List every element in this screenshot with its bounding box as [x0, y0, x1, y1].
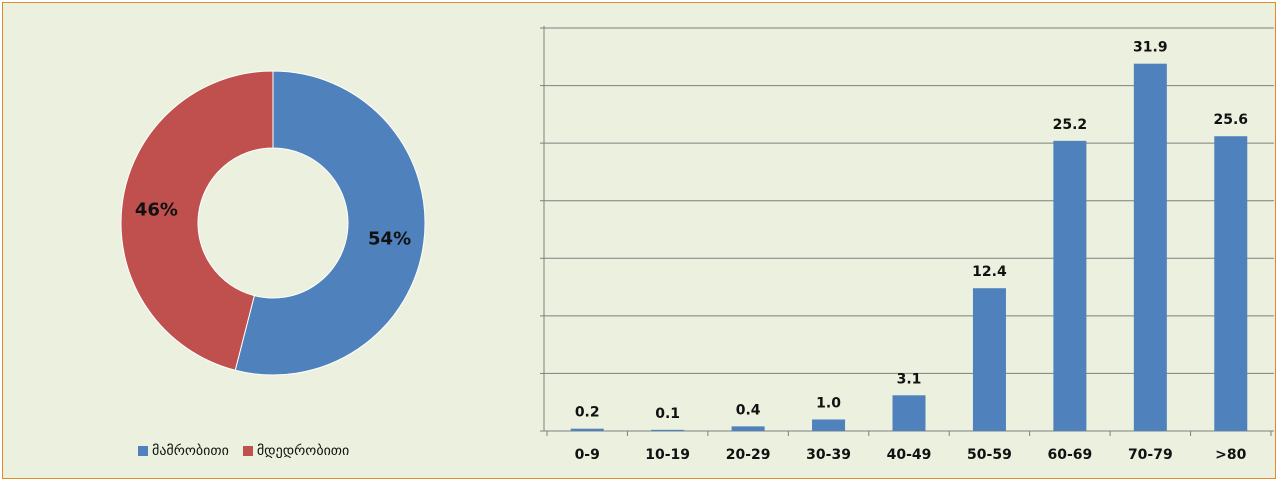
donut-slice-label-1: 46% [135, 199, 178, 220]
bar-chart: 0.2 0-9 0.1 10-19 0.4 20-29 1.0 30-39 3.1 40-49 12… [540, 26, 1274, 463]
x-tick-label: 20-29 [726, 447, 771, 463]
legend-swatch-female [242, 446, 253, 456]
x-tick-label: 30-39 [806, 447, 851, 463]
bar-50-59 [972, 288, 1006, 431]
bar-data-label: 0.2 [575, 405, 600, 421]
legend-item-female: მდედრობითი [242, 443, 350, 459]
legend-item-male: მამრობითი [138, 443, 229, 459]
donut-chart: 54% 46% [120, 70, 426, 376]
bar-data-label: 31.9 [1133, 40, 1168, 56]
donut-slice-label-0: 54% [368, 229, 411, 250]
x-tick-label: 60-69 [1047, 447, 1092, 463]
x-tick-label: 50-59 [967, 447, 1012, 463]
bar-data-label: 1.0 [816, 395, 841, 411]
x-tick-label: >80 [1215, 447, 1246, 463]
donut-legend: მამრობითი მდედრობითი [138, 443, 349, 459]
bar-data-label: 0.4 [736, 402, 761, 418]
x-tick-label: 10-19 [645, 447, 690, 463]
x-tick-label: 0-9 [575, 447, 600, 463]
bar-data-label: 3.1 [897, 371, 922, 387]
bar-data-label: 12.4 [972, 264, 1007, 280]
donut-chart-panel: 54% 46% მამრობითი მდედრობითი [2, 2, 539, 479]
x-tick-label: 40-49 [887, 447, 932, 463]
bar-10-19 [651, 429, 685, 431]
bar-20-29 [731, 426, 765, 431]
bar-data-label: 25.6 [1214, 112, 1249, 128]
bar-data-label: 25.2 [1053, 117, 1088, 133]
bar-data-label: 0.1 [655, 406, 680, 422]
donut-slice-0 [234, 70, 426, 376]
bar->80 [1214, 136, 1248, 431]
legend-swatch-male [138, 446, 148, 456]
bar-40-49 [892, 395, 926, 431]
bar-0-9 [570, 428, 604, 431]
bar-30-39 [812, 419, 846, 431]
bar-70-79 [1133, 63, 1167, 432]
legend-label-female: მდედრობითი [256, 443, 350, 459]
bar-chart-panel: 0.2 0-9 0.1 10-19 0.4 20-29 1.0 30-39 3.1 40-49 12… [538, 2, 1276, 479]
donut-slice-1 [120, 70, 274, 371]
x-tick-label: 70-79 [1128, 447, 1173, 463]
legend-label-male: მამრობითი [152, 443, 229, 459]
bar-60-69 [1053, 140, 1087, 431]
